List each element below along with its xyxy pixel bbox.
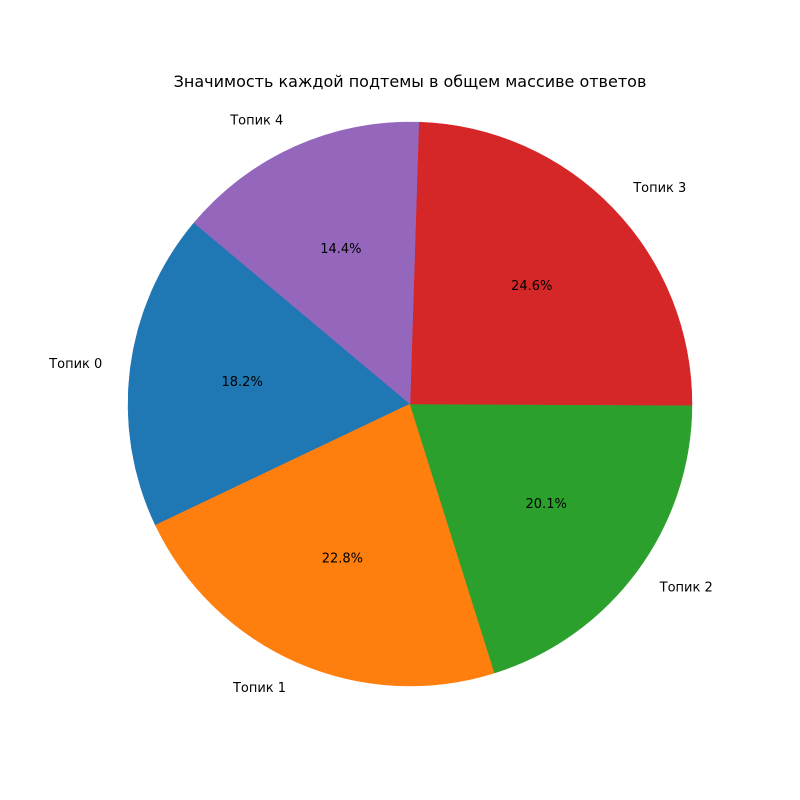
slice-label-4: Топик 4 [229,113,283,128]
slice-percent-3: 24.6% [511,279,552,294]
slice-percent-0: 18.2% [222,375,263,390]
pie-labels: Топик 0 18.2% Топик 1 22.8% Топик 2 20.1% Топи… [48,113,713,696]
pie-slice-3 [409,121,693,406]
slice-label-0: Топик 0 [48,357,102,372]
slice-label-1: Топик 1 [232,681,286,696]
slice-label-2: Топик 2 [659,581,713,596]
slice-percent-2: 20.1% [526,497,567,512]
pie-slice-4 [193,121,420,405]
slice-percent-4: 14.4% [320,242,361,257]
chart-title: Значимость каждой подтемы в общем массив… [174,72,647,91]
pie-slice-2 [409,403,693,674]
pie-slices [127,121,693,687]
pie-slice-1 [155,403,495,687]
slice-percent-1: 22.8% [322,552,363,567]
slice-label-3: Топик 3 [632,181,686,196]
pie-slice-0 [127,222,411,526]
